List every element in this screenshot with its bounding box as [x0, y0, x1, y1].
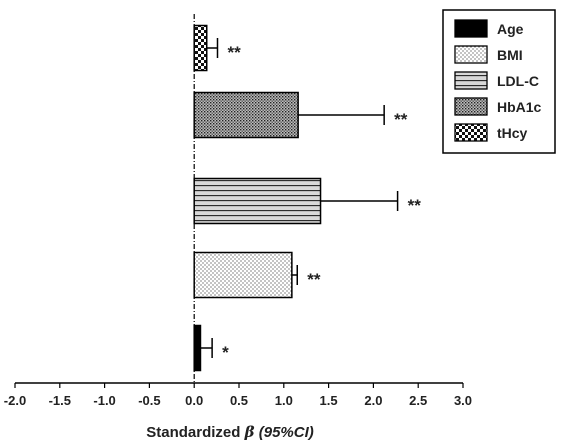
x-tick-label: 0.5 — [230, 393, 248, 408]
x-tick-label: -1.0 — [93, 393, 115, 408]
x-tick-label: 3.0 — [454, 393, 472, 408]
bar-bmi — [193, 251, 293, 299]
significance-marker: * — [222, 343, 229, 362]
legend-swatch — [454, 45, 488, 64]
legend-entry-label: BMI — [497, 47, 523, 63]
significance-marker: ** — [394, 110, 408, 129]
legend-entry-label: tHcy — [497, 125, 528, 141]
x-tick-label: -2.0 — [4, 393, 26, 408]
legend-entry-label: LDL-C — [497, 73, 539, 89]
legend: Age BMI LDL-C HbA1c tHcy — [442, 9, 556, 154]
legend-entry-label: Age — [497, 21, 524, 37]
significance-marker: ** — [307, 270, 321, 289]
significance-marker: ** — [227, 43, 241, 62]
bar-thcy — [193, 24, 208, 72]
bar-ldl-c — [193, 177, 322, 225]
x-tick-label: 1.5 — [320, 393, 338, 408]
x-tick-label: 2.0 — [364, 393, 382, 408]
legend-entry-label: HbA1c — [497, 99, 542, 115]
legend-swatch — [454, 71, 488, 90]
plot-area: -2.0 -1.5 -1.0 -0.5 0.0 0.5 1.0 1.5 2.0 2.5 3.0***… — [4, 14, 472, 408]
x-axis-title: Standardized β (95%CI) — [146, 423, 314, 441]
x-tick-label: 0.0 — [185, 393, 203, 408]
x-tick-label: 1.0 — [275, 393, 293, 408]
legend-swatch — [454, 97, 488, 116]
x-tick-label: -1.5 — [49, 393, 71, 408]
legend-swatch — [454, 19, 488, 38]
x-axis-title-symbol: β — [244, 423, 255, 441]
legend-swatch — [454, 123, 488, 142]
bar-hba1c — [193, 91, 299, 139]
x-tick-label: 2.5 — [409, 393, 427, 408]
significance-marker: ** — [408, 196, 422, 215]
x-tick-label: -0.5 — [138, 393, 160, 408]
x-axis-title-prefix: Standardized — [146, 424, 244, 441]
bar-age — [193, 324, 202, 372]
x-axis-title-suffix: (95%CI) — [255, 424, 314, 441]
